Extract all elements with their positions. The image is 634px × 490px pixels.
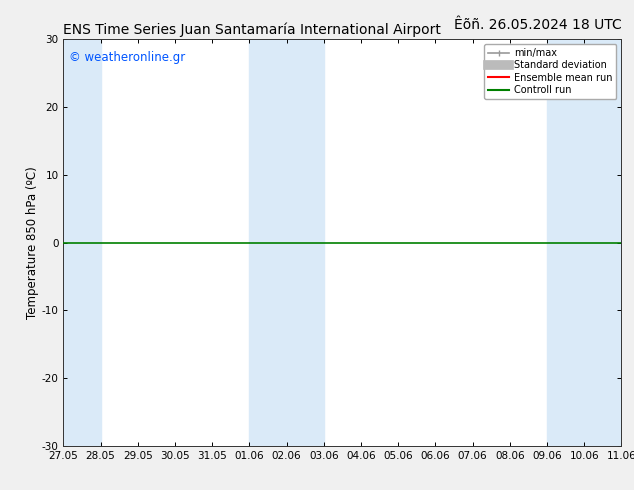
Bar	[63, 39, 101, 446]
Legend: min/max, Standard deviation, Ensemble mean run, Controll run: min/max, Standard deviation, Ensemble me…	[484, 44, 616, 99]
Text: © weatheronline.gr: © weatheronline.gr	[69, 51, 185, 64]
Text: Êõñ. 26.05.2024 18 UTC: Êõñ. 26.05.2024 18 UTC	[453, 18, 621, 32]
Text: ENS Time Series Juan Santamaría International Airport: ENS Time Series Juan Santamaría Internat…	[63, 22, 441, 37]
Bar	[547, 39, 621, 446]
Y-axis label: Temperature 850 hPa (ºC): Temperature 850 hPa (ºC)	[26, 166, 39, 319]
Bar	[249, 39, 324, 446]
